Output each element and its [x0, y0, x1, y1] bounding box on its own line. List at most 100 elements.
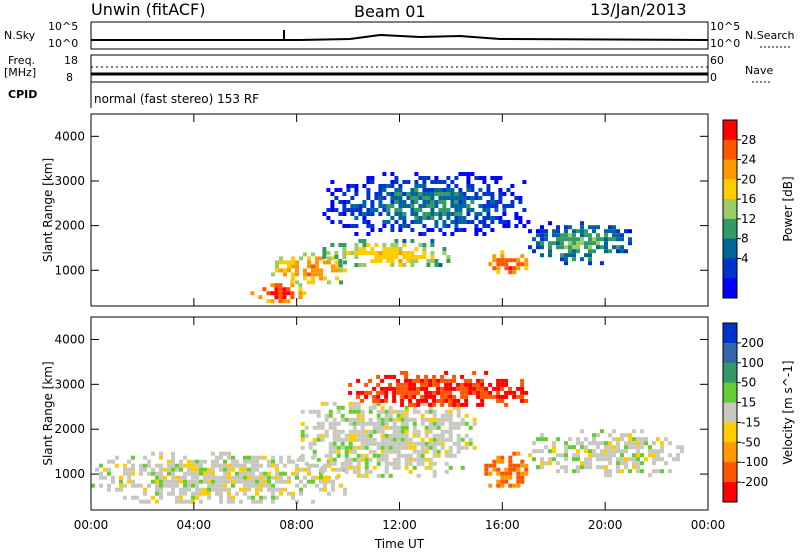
data-cell — [512, 483, 517, 488]
data-cell — [532, 441, 536, 446]
data-cell — [348, 461, 353, 466]
data-cell — [331, 256, 335, 261]
data-cell — [584, 241, 588, 246]
data-cell — [458, 220, 463, 224]
data-cell — [564, 257, 568, 262]
data-cell — [255, 491, 259, 496]
nave-tick-top: 60 — [710, 54, 724, 67]
data-cell — [432, 469, 437, 474]
data-cell — [460, 421, 465, 426]
data-cell — [430, 239, 435, 243]
data-cell — [370, 212, 375, 216]
data-cell — [604, 445, 608, 450]
data-cell — [580, 257, 584, 262]
data-cell — [466, 184, 471, 188]
data-cell — [462, 200, 467, 204]
data-cell — [584, 245, 588, 250]
data-cell — [378, 184, 383, 188]
data-cell — [636, 453, 640, 458]
data-cell — [560, 257, 564, 262]
data-cell — [187, 479, 191, 484]
data-cell — [332, 461, 337, 466]
data-cell — [392, 421, 397, 426]
data-cell — [344, 453, 349, 458]
data-cell — [424, 398, 429, 403]
data-cell — [378, 212, 383, 216]
data-cell — [524, 471, 529, 476]
data-cell — [410, 228, 415, 232]
data-cell — [424, 394, 429, 399]
data-cell — [490, 228, 495, 232]
data-cell — [275, 260, 279, 265]
data-cell — [496, 467, 501, 472]
data-cell — [392, 386, 397, 391]
data-cell — [504, 471, 509, 476]
data-cell — [380, 409, 385, 414]
data-cell — [410, 255, 415, 259]
data-cell — [171, 455, 175, 460]
data-cell — [442, 204, 447, 208]
data-cell — [191, 471, 195, 476]
data-cell — [159, 495, 163, 500]
data-cell — [510, 200, 515, 204]
data-cell — [440, 394, 445, 399]
data-cell — [412, 449, 417, 454]
data-cell — [520, 378, 525, 383]
data-cell — [408, 398, 413, 403]
data-cell — [596, 433, 600, 438]
data-cell — [271, 272, 275, 277]
data-cell — [328, 425, 333, 430]
data-cell — [632, 437, 636, 442]
data-cell — [326, 251, 331, 255]
data-cell — [476, 378, 481, 383]
data-cell — [428, 421, 433, 426]
colorbar-tick-label: -200 — [741, 475, 768, 489]
data-cell — [322, 255, 327, 259]
data-cell — [450, 204, 455, 208]
data-cell — [364, 394, 369, 399]
data-cell — [344, 445, 349, 450]
data-cell — [474, 216, 479, 220]
data-cell — [418, 216, 423, 220]
data-cell — [506, 188, 511, 192]
data-cell — [219, 487, 223, 492]
data-cell — [159, 471, 163, 476]
data-cell — [354, 255, 359, 259]
data-cell — [348, 429, 353, 434]
data-cell — [424, 374, 429, 379]
data-cell — [378, 228, 383, 232]
data-cell — [398, 200, 403, 204]
data-cell — [394, 208, 399, 212]
data-cell — [404, 370, 409, 375]
data-cell — [223, 467, 227, 472]
data-cell — [512, 270, 517, 275]
data-cell — [195, 491, 199, 496]
data-cell — [504, 479, 509, 484]
data-cell — [498, 196, 503, 200]
data-cell — [620, 245, 624, 250]
data-cell — [344, 417, 349, 422]
data-cell — [660, 469, 664, 474]
data-cell — [183, 463, 187, 468]
colorbar-tick-label: 200 — [741, 336, 764, 350]
data-cell — [396, 382, 401, 387]
beam-title: Beam 01 — [354, 2, 426, 21]
data-cell — [412, 433, 417, 438]
data-cell — [624, 449, 628, 454]
data-cell — [368, 405, 373, 410]
colorbar-label: Velocity [m s^-1] — [781, 360, 795, 464]
data-cell — [115, 455, 119, 460]
data-cell — [384, 390, 389, 395]
data-cell — [438, 196, 443, 200]
data-cell — [512, 390, 517, 395]
data-cell — [308, 445, 313, 450]
data-cell — [532, 237, 536, 242]
data-cell — [366, 243, 371, 247]
data-cell — [592, 437, 596, 442]
data-cell — [231, 463, 235, 468]
data-cell — [215, 475, 219, 480]
data-cell — [335, 276, 339, 281]
data-cell — [331, 268, 335, 273]
data-cell — [311, 479, 315, 484]
data-cell — [444, 437, 449, 442]
